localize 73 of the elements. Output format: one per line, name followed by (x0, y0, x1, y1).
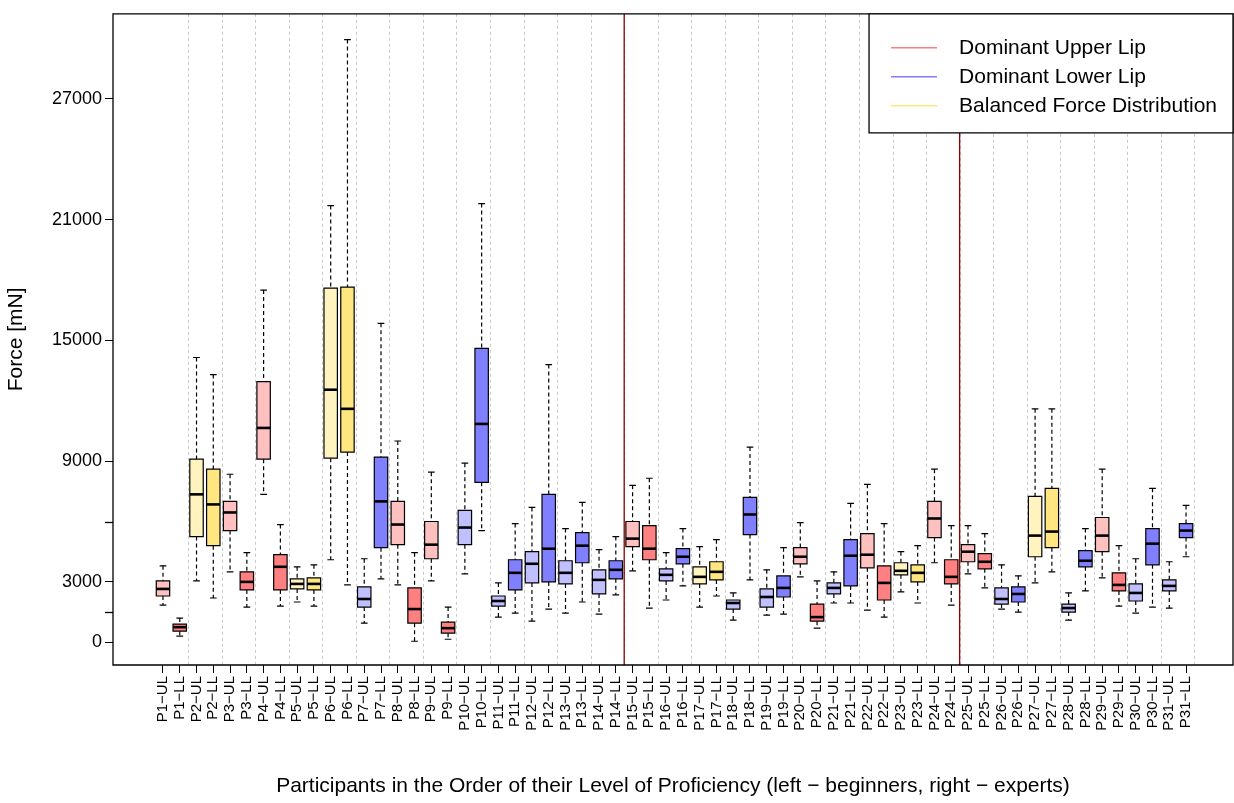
x-tick-label: P6−UL (320, 676, 338, 723)
x-tick-label: P25−LL (974, 676, 992, 729)
x-tick-label: P16−LL (673, 676, 691, 729)
x-tick-label: P2−UL (186, 676, 204, 723)
x-tick-label: P28−UL (1058, 676, 1076, 731)
x-tick-label: P30−UL (1125, 676, 1143, 731)
x-tick-label: P29−LL (1109, 676, 1127, 729)
x-tick-label: P24−LL (941, 676, 959, 729)
x-tick-label: P22−LL (874, 676, 892, 729)
x-tick-label: P11−UL (488, 676, 506, 730)
x-tick-label: P30−LL (1142, 676, 1160, 729)
y-tick-label: 21000 (51, 208, 102, 229)
x-tick-label: P14−LL (605, 676, 623, 729)
x-tick-label: P17−LL (706, 676, 724, 729)
x-tick-label: P8−UL (387, 676, 405, 723)
x-tick-label: P17−UL (689, 676, 707, 731)
x-tick-label: P4−LL (270, 676, 288, 720)
x-tick-label: P18−LL (740, 676, 758, 729)
x-tick-label: P7−UL (354, 676, 372, 723)
x-axis-title: Participants in the Order of their Level of Proficiency (left − beginners, right − experts) (276, 773, 1070, 797)
x-tick-label: P26−UL (991, 676, 1009, 731)
x-tick-label: P26−LL (1008, 676, 1026, 729)
y-axis-title: Force [mN] (3, 287, 27, 392)
x-tick-label: P28−LL (1075, 676, 1093, 729)
y-tick-label: 27000 (51, 87, 102, 108)
x-tick-label: P4−UL (253, 676, 271, 723)
x-tick-label: P13−LL (572, 676, 590, 729)
x-tick-label: P6−LL (337, 676, 355, 720)
x-tick-label: P21−UL (823, 676, 841, 731)
x-tick-label: P8−LL (404, 676, 422, 720)
x-tick-label: P24−UL (924, 676, 942, 731)
x-tick-label: P29−UL (1092, 676, 1110, 731)
x-tick-label: P20−UL (790, 676, 808, 731)
x-tick-label: P14−UL (589, 676, 607, 731)
x-tick-label: P1−UL (153, 676, 171, 723)
y-tick-label: 9000 (61, 450, 102, 471)
x-tick-label: P1−LL (169, 676, 187, 720)
y-tick-label: 3000 (61, 570, 102, 591)
y-tick-label: 15000 (51, 329, 102, 350)
x-tick-label: P27−UL (1025, 676, 1043, 731)
x-tick-label: P10−UL (455, 676, 473, 731)
x-tick-label: P9−LL (438, 676, 456, 720)
x-tick-label: P7−LL (371, 676, 389, 720)
x-tick-label: P12−LL (538, 676, 556, 729)
legend-label: Balanced Force Distribution (959, 92, 1218, 116)
x-tick-label: P31−LL (1176, 676, 1194, 729)
y-tick-label: 0 (91, 631, 102, 652)
x-tick-label: P15−UL (622, 676, 640, 731)
x-tick-label: P3−UL (220, 676, 238, 723)
x-tick-label: P11−LL (505, 676, 523, 728)
x-tick-label: P2−LL (203, 676, 221, 720)
x-tick-label: P5−LL (304, 676, 322, 720)
x-tick-label: P27−LL (1042, 676, 1060, 729)
x-tick-label: P10−LL (471, 676, 489, 729)
x-tick-label: P20−LL (807, 676, 825, 729)
x-tick-label: P13−UL (555, 676, 573, 731)
x-tick-label: P5−UL (287, 676, 305, 723)
x-tick-label: P3−LL (236, 676, 254, 720)
x-tick-label: P12−UL (522, 676, 540, 731)
x-tick-label: P19−UL (756, 676, 774, 731)
x-tick-label: P18−UL (723, 676, 741, 731)
x-tick-label: P19−LL (773, 676, 791, 729)
x-tick-label: P31−UL (1159, 676, 1177, 731)
x-tick-label: P23−UL (891, 676, 909, 731)
x-tick-label: P15−LL (639, 676, 657, 729)
x-tick-label: P25−UL (958, 676, 976, 731)
x-tick-label: P16−UL (656, 676, 674, 731)
x-tick-label: P23−LL (907, 676, 925, 729)
x-tick-label: P21−LL (840, 676, 858, 729)
x-tick-label: P22−UL (857, 676, 875, 731)
x-tick-label: P9−UL (421, 676, 439, 723)
legend-label: Dominant Upper Lip (959, 34, 1146, 58)
legend-label: Dominant Lower Lip (959, 63, 1146, 87)
